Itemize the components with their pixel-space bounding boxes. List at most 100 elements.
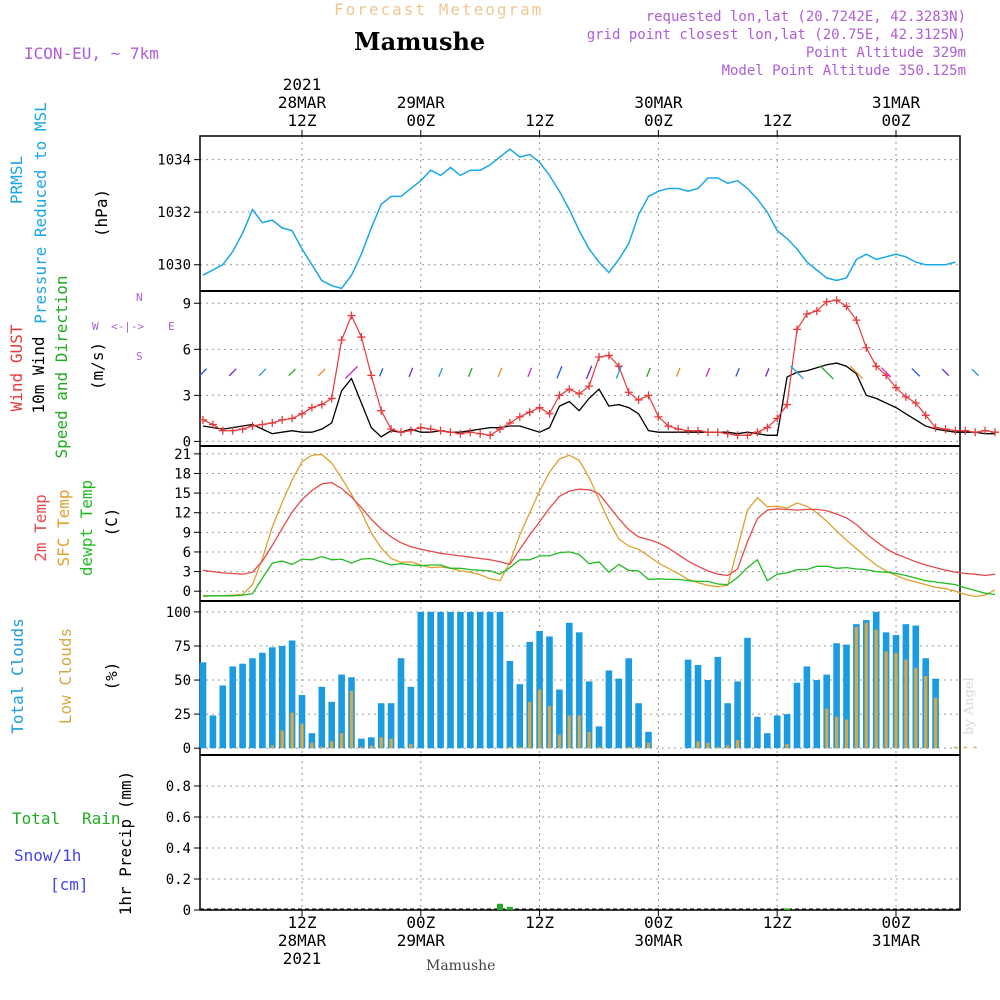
- total-rain-bar: [506, 906, 513, 910]
- gust-marker: [763, 423, 772, 432]
- total-clouds-bar: [704, 680, 712, 749]
- wind-direction-arrow: [849, 365, 864, 380]
- ytick-label: 0: [183, 903, 191, 919]
- low-clouds-bar: [854, 626, 858, 749]
- gust-marker: [951, 426, 960, 435]
- gust-marker: [327, 394, 336, 403]
- total-clouds-bar: [476, 611, 484, 749]
- ytick-label: 0.4: [166, 841, 191, 857]
- low-clouds-bar: [310, 742, 314, 749]
- ytick-label: 75: [174, 639, 191, 655]
- ytick-label: 3: [183, 565, 191, 581]
- model-altitude: Model Point Altitude 350.125m: [721, 63, 966, 79]
- gust-marker: [941, 425, 950, 434]
- gust-marker: [713, 428, 722, 437]
- time-label-bottom: 29MAR: [397, 931, 446, 950]
- gust-marker: [535, 403, 544, 412]
- wind-direction-arrow: [911, 367, 921, 377]
- low-clouds-bar: [280, 730, 284, 749]
- wind-direction-arrow: [258, 368, 267, 377]
- gust-marker: [406, 426, 415, 435]
- gust-marker: [614, 362, 623, 371]
- ytick-label: 0.8: [166, 779, 191, 795]
- total-clouds-bar: [694, 665, 702, 749]
- gust-marker: [416, 423, 425, 432]
- wind-direction-arrow: [288, 368, 296, 377]
- ytick-label: 6: [183, 342, 191, 358]
- total-clouds-bar: [813, 680, 821, 749]
- wind-direction-arrow: [438, 367, 443, 378]
- gust-marker: [278, 415, 287, 424]
- low-clouds-bar: [528, 701, 532, 749]
- total-clouds-bar: [526, 641, 533, 749]
- total-clouds-bar: [457, 611, 464, 749]
- wind-direction-arrow: [408, 367, 414, 378]
- total-clouds-bar: [833, 643, 840, 749]
- pressure-ylabel-1: PRMSL: [7, 156, 26, 204]
- time-label-top: 00Z: [882, 111, 911, 130]
- time-label-bottom: 12Z: [288, 913, 317, 932]
- gust-marker: [248, 422, 257, 431]
- ytick-label: 9: [183, 525, 191, 541]
- total-clouds-bar: [684, 659, 692, 749]
- direction-ylabel: Speed and Direction: [52, 275, 71, 458]
- wind-series-line: [202, 362, 995, 438]
- total-clouds-bar: [318, 686, 326, 749]
- low-clouds-bar: [884, 651, 888, 749]
- gust-marker: [812, 306, 821, 315]
- total-clouds-bar: [467, 611, 474, 749]
- low-clouds-bar: [924, 675, 928, 749]
- gust-marker: [753, 428, 762, 437]
- dewpt-ylabel: dewpt Temp: [77, 480, 96, 576]
- gust-marker: [238, 425, 247, 434]
- snow-label: Snow/1h: [14, 846, 81, 865]
- low-clouds-bar: [963, 746, 967, 749]
- sfc-temp-ylabel: SFC Temp: [54, 489, 73, 566]
- gust-marker: [288, 414, 297, 423]
- gust-marker: [367, 371, 376, 380]
- wind-direction-arrow: [790, 365, 804, 380]
- total-clouds-bar: [595, 726, 603, 749]
- gust-marker: [575, 389, 584, 398]
- ytick-label: 12: [174, 506, 191, 522]
- gust-marker: [595, 352, 603, 361]
- ytick-label: 1030: [157, 258, 191, 274]
- ytick-label: 6: [183, 545, 191, 561]
- total-clouds-bar: [417, 611, 425, 749]
- low-clouds-bar: [973, 746, 977, 749]
- gust-marker: [971, 428, 980, 437]
- gust-marker: [585, 382, 594, 391]
- gust-marker: [357, 333, 366, 342]
- wind-direction-arrow: [585, 365, 593, 380]
- time-label-top: 2021: [283, 75, 322, 94]
- total-clouds-bar: [625, 658, 632, 749]
- wind-direction-arrow: [941, 368, 950, 377]
- total-clouds-bar: [566, 622, 573, 749]
- gust-marker: [456, 429, 465, 438]
- gust-marker: [436, 426, 445, 435]
- wind-direction-arrow: [228, 368, 237, 377]
- low-clouds-bar: [953, 746, 957, 749]
- total-clouds-bar: [447, 611, 454, 749]
- gust-marker: [822, 297, 831, 306]
- gust-marker: [397, 428, 405, 437]
- total-clouds-bar: [546, 636, 553, 749]
- low-clouds-bar: [518, 746, 522, 749]
- gust-marker: [783, 400, 792, 409]
- low-clouds-bar: [627, 746, 631, 749]
- total-clouds-bar: [278, 645, 286, 749]
- clouds-unit-label: (%): [102, 662, 121, 691]
- low-clouds-bar: [864, 622, 868, 749]
- total-clouds-bar: [328, 701, 335, 749]
- low-clouds-bar: [637, 746, 641, 749]
- total-clouds-bar: [556, 689, 563, 749]
- gust-marker: [466, 428, 475, 437]
- gust-marker: [515, 412, 524, 421]
- gust-marker: [604, 351, 613, 360]
- gust-marker: [446, 428, 455, 437]
- time-label-bottom: 12Z: [525, 913, 554, 932]
- low-clouds-bar: [538, 689, 542, 749]
- low-clouds-bar: [716, 746, 720, 749]
- low-clouds-ylabel: Low Clouds: [56, 628, 75, 724]
- low-clouds-bar: [835, 716, 839, 749]
